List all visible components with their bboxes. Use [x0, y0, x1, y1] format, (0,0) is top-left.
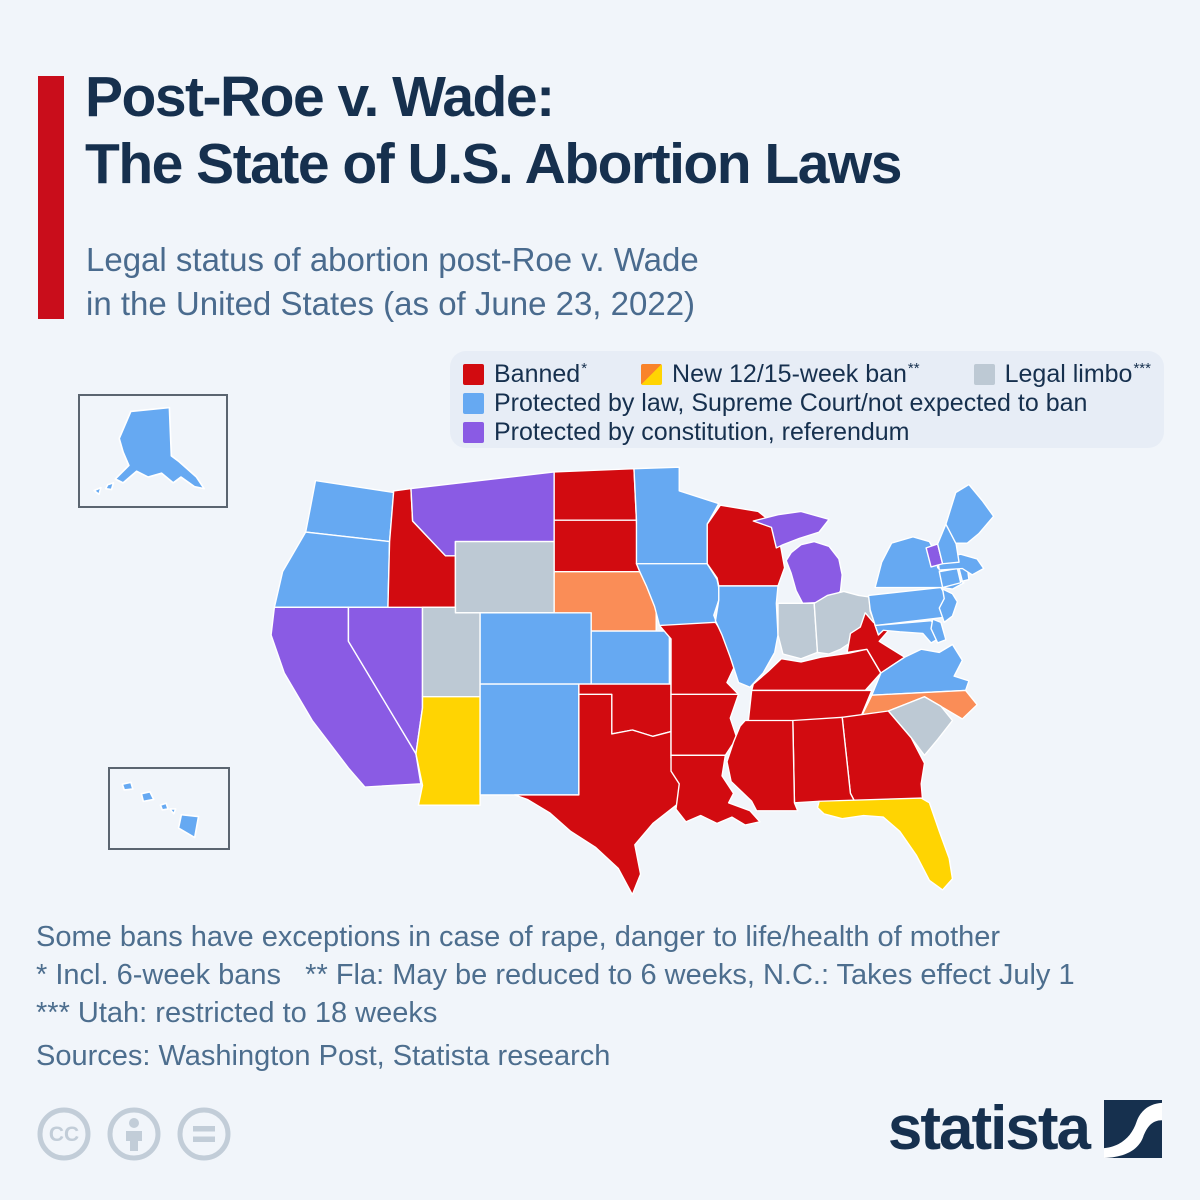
license-icons: CC	[37, 1107, 231, 1161]
state-il	[714, 585, 779, 688]
legend-swatch-legal-limbo	[973, 364, 995, 385]
alaska-map	[93, 406, 205, 496]
legend-label-new-ban: New 12/15-week ban**	[672, 359, 920, 388]
title-line-1: Post-Roe v. Wade:	[85, 65, 555, 129]
state-hi	[121, 781, 134, 791]
state-ak	[104, 482, 115, 491]
state-mi	[752, 510, 830, 549]
legend-swatch-banned	[463, 364, 484, 385]
state-wa	[304, 479, 395, 543]
legend-row-1: Banned* New 12/15-week ban** Legal limbo…	[463, 360, 1151, 389]
creative-commons-icon[interactable]: CC	[37, 1107, 91, 1161]
statista-wordmark: statista	[887, 1094, 1091, 1163]
legend-label-legal-limbo: Legal limbo***	[1004, 359, 1151, 388]
no-derivatives-icon[interactable]	[177, 1107, 231, 1161]
state-ks	[590, 630, 671, 685]
state-mi	[785, 540, 843, 605]
state-me	[945, 483, 995, 544]
state-ak	[93, 486, 102, 496]
state-nj	[938, 588, 959, 624]
footnotes: Some bans have exceptions in case of rap…	[36, 921, 1075, 1029]
state-nd	[553, 468, 638, 521]
legend-swatch-protected-constitution	[463, 422, 484, 443]
hawaii-inset-box	[108, 767, 230, 850]
state-nm	[479, 683, 580, 796]
state-mn	[633, 466, 720, 565]
state-fl	[816, 797, 954, 891]
legend-item-new-ban: New 12/15-week ban**	[641, 360, 920, 389]
state-or	[273, 531, 391, 608]
state-de	[930, 618, 947, 644]
state-sd	[553, 519, 641, 573]
legend-item-protected-constitution: Protected by constitution, referendum	[463, 418, 910, 447]
sources-line: Sources: Washington Post, Statista resea…	[36, 1040, 611, 1072]
state-co	[479, 612, 592, 685]
legend-item-banned: Banned*	[463, 360, 587, 389]
legend-label-protected-constitution: Protected by constitution, referendum	[494, 418, 910, 446]
legend-row-3: Protected by constitution, referendum	[463, 418, 1151, 447]
state-ut	[421, 606, 481, 698]
statista-logo-mark	[1104, 1100, 1162, 1158]
statista-logo[interactable]: statista	[888, 1098, 1162, 1160]
alaska-inset-box	[78, 394, 228, 508]
map-legend: Banned* New 12/15-week ban** Legal limbo…	[450, 351, 1164, 448]
legend-label-protected-law: Protected by law, Supreme Court/not expe…	[494, 389, 1088, 417]
legend-row-2: Protected by law, Supreme Court/not expe…	[463, 389, 1151, 418]
legend-item-legal-limbo: Legal limbo***	[973, 359, 1151, 389]
state-wy	[454, 540, 555, 614]
us-choropleth-map	[270, 466, 995, 896]
legend-label-banned: Banned*	[494, 359, 588, 388]
state-la	[670, 754, 761, 826]
state-pa	[867, 586, 950, 627]
legend-swatch-new-ban	[641, 364, 663, 385]
state-hi	[177, 813, 200, 839]
title-accent-bar	[38, 76, 64, 319]
legend-swatch-protected-law	[463, 393, 484, 414]
svg-text:CC: CC	[49, 1123, 79, 1146]
state-tx	[513, 693, 685, 896]
legend-item-protected-law: Protected by law, Supreme Court/not expe…	[463, 389, 1087, 418]
state-nh	[936, 523, 960, 565]
state-ak	[114, 406, 205, 490]
state-hi	[140, 791, 155, 803]
page-title: Post-Roe v. Wade: The State of U.S. Abor…	[85, 64, 1175, 198]
hawaii-map	[121, 781, 200, 839]
state-hi	[159, 802, 169, 811]
title-line-2: The State of U.S. Abortion Laws	[85, 132, 902, 196]
state-in	[777, 602, 819, 660]
attribution-icon[interactable]	[107, 1107, 161, 1161]
state-hi	[169, 808, 177, 815]
state-az	[415, 696, 481, 806]
page-subtitle: Legal status of abortion post-Roe v. Wad…	[86, 241, 699, 322]
state-ms	[726, 719, 799, 812]
state-ar	[670, 693, 740, 757]
